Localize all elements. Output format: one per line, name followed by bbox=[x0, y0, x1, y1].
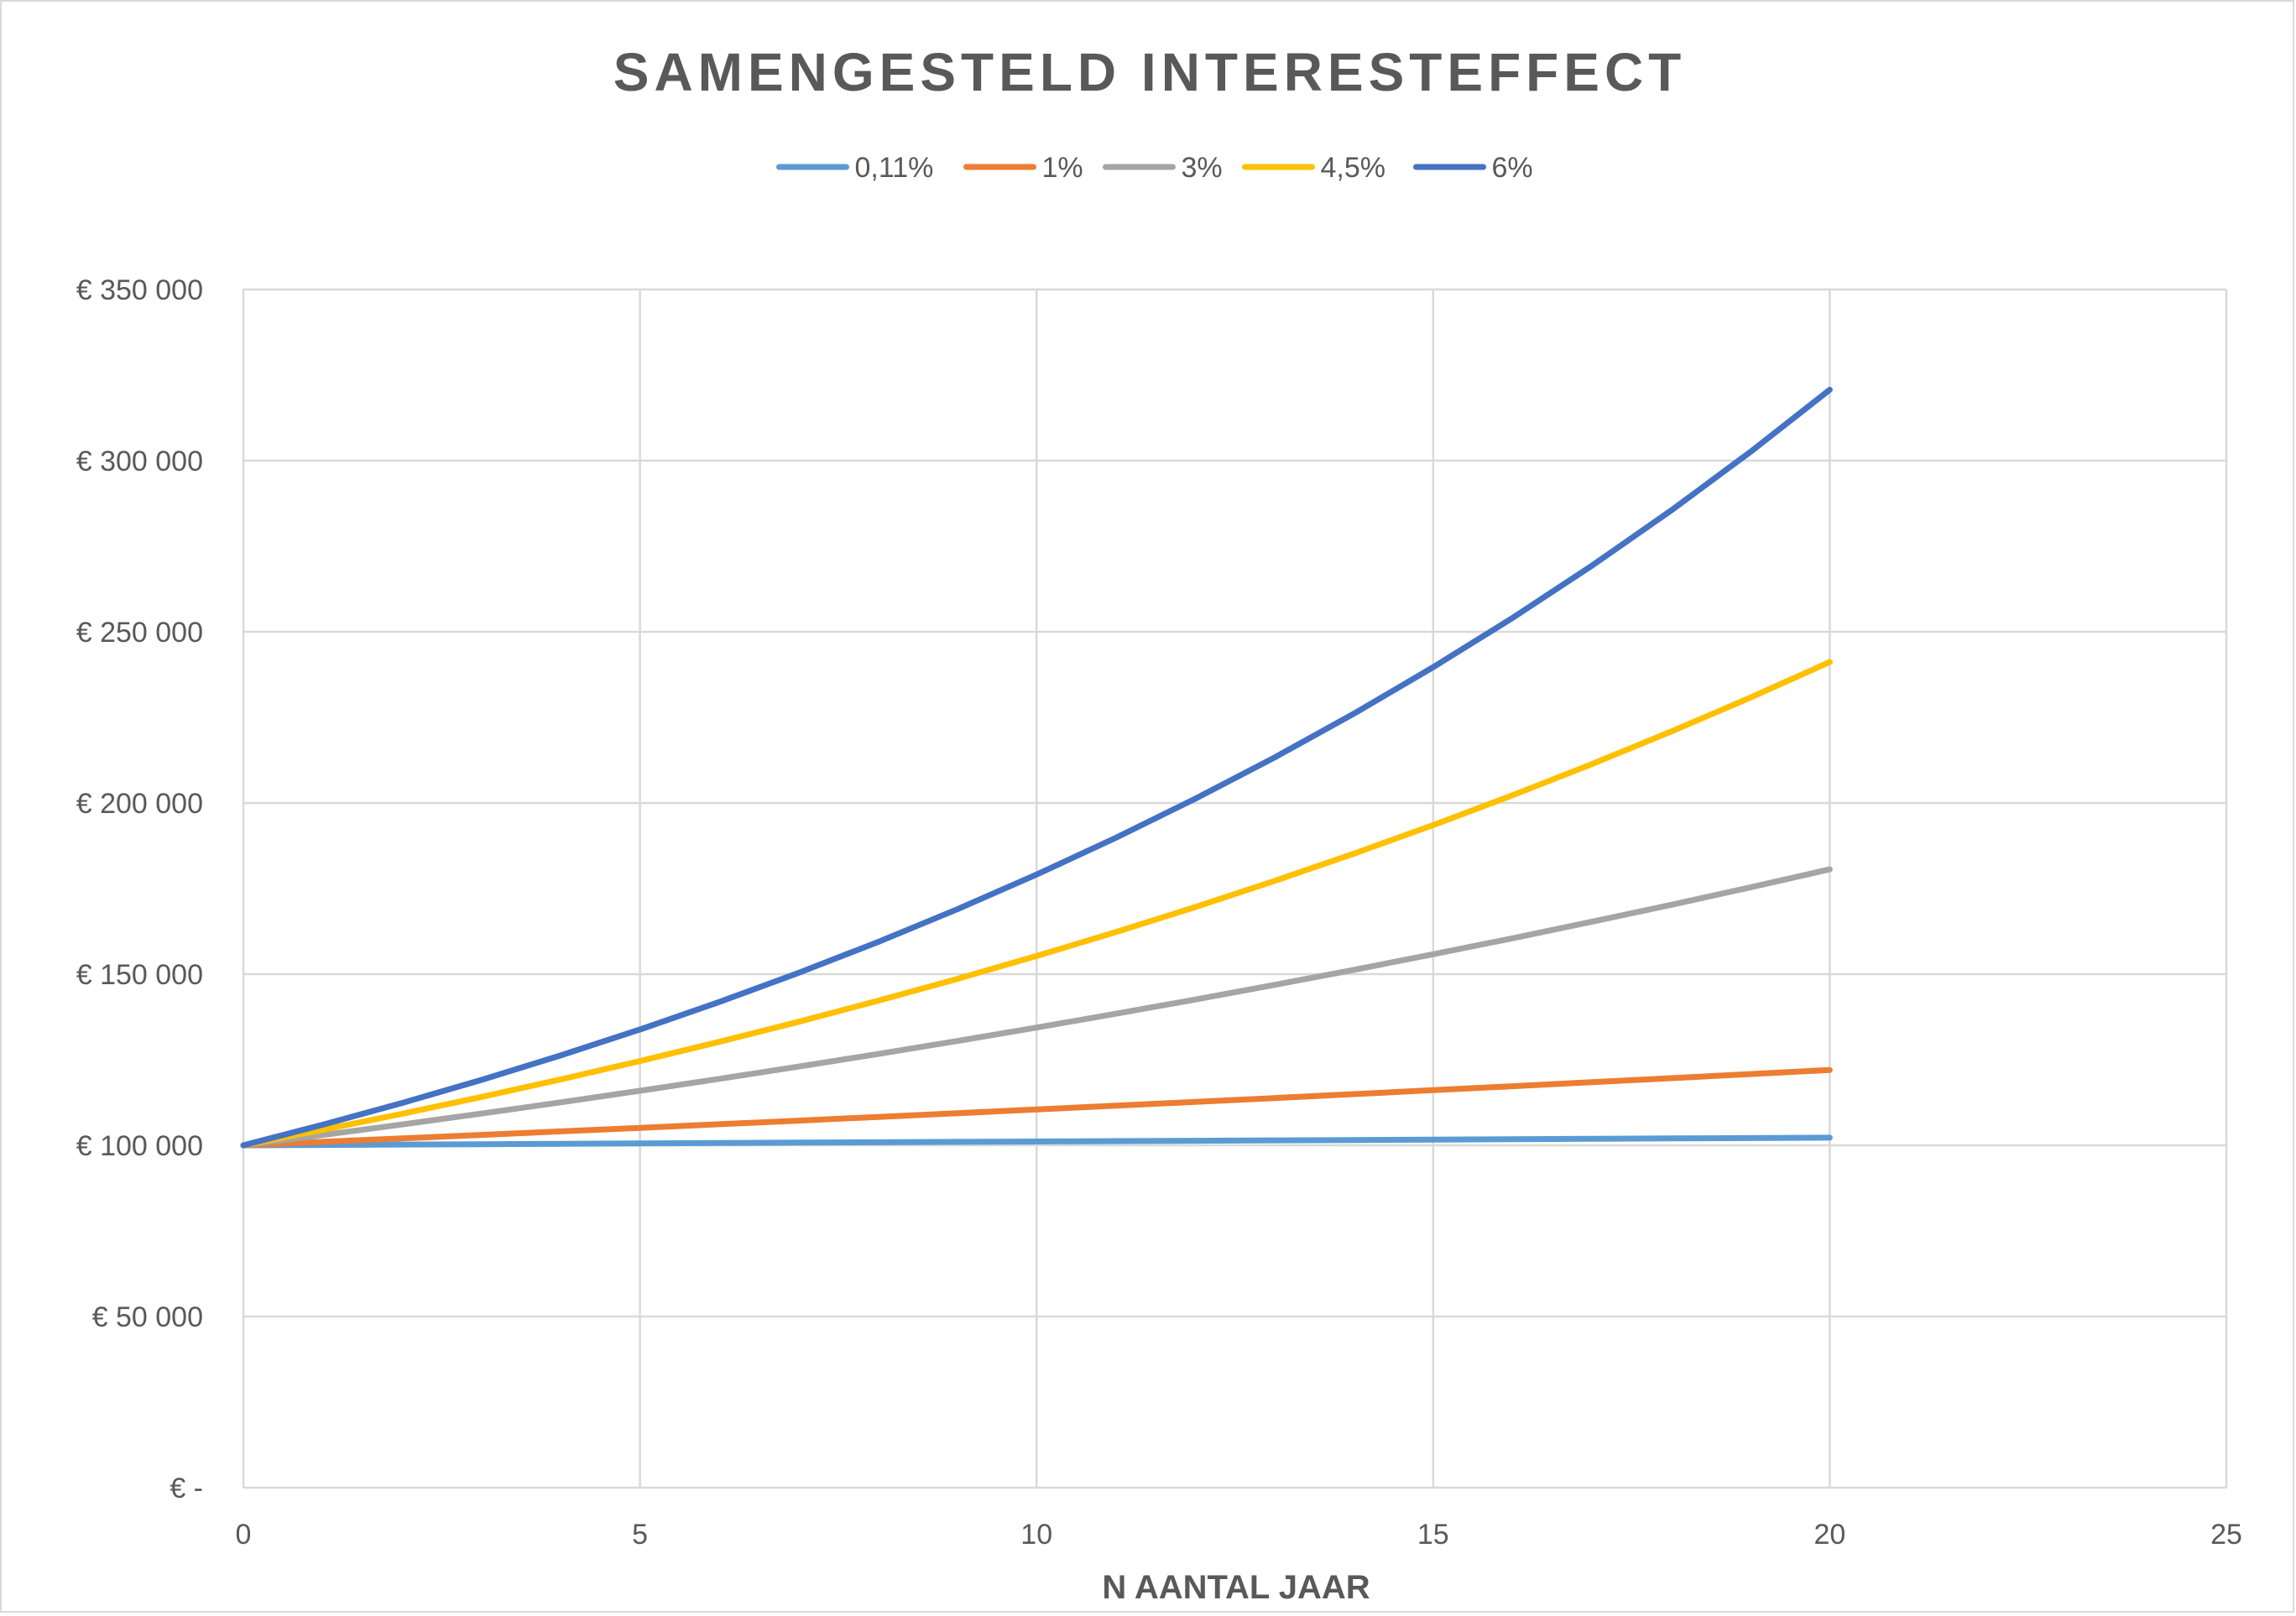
legend-item: 3% bbox=[1103, 152, 1223, 184]
series-line-2 bbox=[240, 866, 1833, 1149]
y-tick-label: € 200 000 bbox=[76, 788, 203, 820]
legend-label: 4,5% bbox=[1321, 152, 1386, 184]
series-line-3 bbox=[240, 659, 1833, 1149]
x-tick-label: 0 bbox=[236, 1519, 252, 1551]
series-line-0 bbox=[240, 1134, 1833, 1149]
series-lines bbox=[240, 387, 1833, 1149]
legend-item: 1% bbox=[963, 152, 1083, 184]
legend-label: 0,11% bbox=[855, 152, 934, 184]
y-tick-label: € 250 000 bbox=[76, 617, 203, 649]
y-tick-label: € 100 000 bbox=[76, 1130, 203, 1162]
y-tick-label: € 150 000 bbox=[76, 959, 203, 991]
x-tick-label: 15 bbox=[1417, 1519, 1449, 1551]
legend-item: 0,11% bbox=[776, 152, 934, 184]
legend-label: 6% bbox=[1492, 152, 1533, 184]
legend: 0,11% 1% 3% 4,5% 6% bbox=[776, 152, 1533, 184]
y-tick-label: € 300 000 bbox=[76, 446, 203, 477]
x-axis-title: N AANTAL JAAR bbox=[1102, 1569, 1370, 1606]
x-tick-label: 20 bbox=[1813, 1519, 1845, 1551]
y-tick-label: € 350 000 bbox=[76, 274, 203, 306]
gridlines bbox=[242, 288, 2228, 1489]
y-tick-label: € - bbox=[170, 1473, 203, 1504]
y-tick-label: € 50 000 bbox=[92, 1301, 203, 1333]
x-tick-label: 5 bbox=[632, 1519, 648, 1551]
x-tick-label: 25 bbox=[2210, 1519, 2242, 1551]
legend-item: 4,5% bbox=[1242, 152, 1386, 184]
series-line-1 bbox=[240, 1066, 1833, 1149]
y-axis-ticks: € - € 50 000 € 100 000 € 150 000 € 200 000 € … bbox=[76, 274, 203, 1504]
x-tick-label: 10 bbox=[1020, 1519, 1052, 1551]
series-line-4 bbox=[240, 387, 1833, 1149]
x-axis-ticks: 0 5 10 15 20 25 bbox=[236, 1519, 2242, 1551]
legend-label: 3% bbox=[1182, 152, 1223, 184]
legend-label: 1% bbox=[1042, 152, 1083, 184]
chart-title: SAMENGESTELD INTERESTEFFECT bbox=[613, 42, 1687, 102]
legend-item: 6% bbox=[1413, 152, 1533, 184]
